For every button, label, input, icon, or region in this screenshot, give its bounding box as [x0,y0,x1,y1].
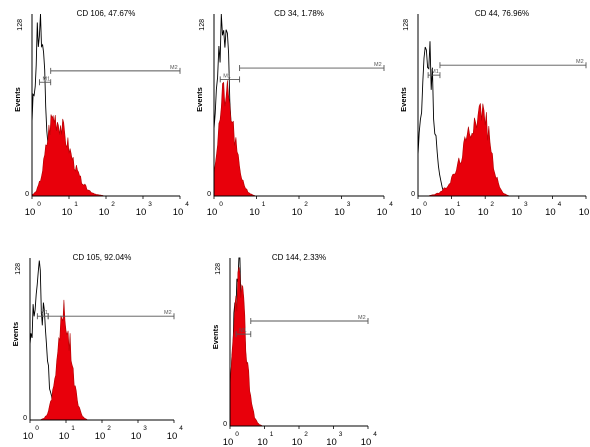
x-tick-base: 10 [444,207,455,218]
y-tick-label: 0 [25,191,29,198]
x-tick-exponent: 1 [270,431,274,438]
gate-label: M1 [43,76,51,82]
chart-title: CD 106, 47.67% [77,9,136,18]
x-tick-base: 10 [326,437,337,447]
y-tick-label: 0 [23,415,27,422]
stained-histogram [418,103,586,197]
x-tick-base: 10 [173,207,184,218]
x-tick-exponent: 4 [389,201,393,208]
x-tick-exponent: 3 [143,425,147,432]
x-tick-exponent: 1 [71,425,75,432]
x-tick-base: 10 [249,207,260,218]
y-axis-label: Events [211,325,220,350]
x-tick-exponent: 2 [304,201,308,208]
y-tick-label: 128 [199,19,206,31]
gate-label: M2 [358,315,366,321]
x-tick-exponent: 4 [373,431,377,438]
x-tick-base: 10 [136,207,147,218]
x-tick-base: 10 [512,207,523,218]
gate-label: M2 [576,59,584,65]
x-tick-base: 10 [99,207,110,218]
x-tick-base: 10 [23,431,34,442]
x-tick-exponent: 0 [219,201,223,208]
chart-title: CD 34, 1.78% [274,9,324,18]
gate-label: M2 [164,310,172,316]
y-axis-label: Events [195,87,204,112]
x-tick-base: 10 [62,207,73,218]
y-tick-label: 0 [207,191,211,198]
x-tick-base: 10 [579,207,590,218]
x-tick-exponent: 0 [35,425,39,432]
x-tick-base: 10 [545,207,556,218]
x-tick-exponent: 1 [457,201,461,208]
x-tick-exponent: 2 [304,431,308,438]
x-tick-exponent: 3 [347,201,351,208]
x-tick-exponent: 2 [107,425,111,432]
gate-label: M1 [431,69,439,75]
stained-histogram [229,267,368,427]
y-tick-label: 128 [215,263,222,275]
y-tick-label: 128 [15,263,22,275]
x-tick-exponent: 0 [235,431,239,438]
gate-label: M1 [40,310,48,316]
x-tick-base: 10 [207,207,218,218]
stained-histogram [213,80,384,197]
x-tick-exponent: 0 [37,201,41,208]
chart-title: CD 44, 76.96% [475,9,529,18]
x-tick-base: 10 [411,207,422,218]
chart-title: CD 144, 2.33% [272,253,326,262]
x-tick-exponent: 4 [558,201,562,208]
control-histogram [417,41,586,197]
x-tick-exponent: 3 [524,201,528,208]
x-tick-exponent: 3 [148,201,152,208]
x-tick-base: 10 [25,207,36,218]
y-axis-label: Events [11,322,20,347]
x-tick-exponent: 1 [262,201,266,208]
x-tick-base: 10 [167,431,178,442]
chart-title: CD 105, 92.04% [73,253,132,262]
gate-label: M2 [170,65,178,71]
x-tick-base: 10 [95,431,106,442]
y-axis-label: Events [399,87,408,112]
control-histogram [29,260,174,421]
gate-label: M1 [223,73,231,79]
y-axis-label: Events [13,87,22,112]
x-tick-base: 10 [257,437,268,447]
y-tick-label: 128 [17,19,24,31]
x-tick-base: 10 [131,431,142,442]
stained-histogram [31,114,180,197]
x-tick-base: 10 [361,437,372,447]
x-tick-base: 10 [334,207,345,218]
x-tick-exponent: 2 [490,201,494,208]
stained-histogram [30,299,174,421]
histogram-panel: 1280Events100101102103104105M1M2CD 44, 7… [399,9,590,218]
x-tick-exponent: 0 [423,201,427,208]
x-tick-exponent: 3 [339,431,343,438]
x-tick-base: 10 [377,207,388,218]
y-tick-label: 0 [223,421,227,428]
x-tick-base: 10 [59,431,70,442]
x-tick-base: 10 [292,207,303,218]
x-tick-base: 10 [223,437,234,447]
gate-label: M2 [374,62,382,68]
x-tick-base: 10 [292,437,303,447]
x-tick-exponent: 2 [111,201,115,208]
y-tick-label: 0 [411,191,415,198]
x-tick-base: 10 [478,207,489,218]
y-tick-label: 128 [403,19,410,31]
x-tick-exponent: 4 [179,425,183,432]
x-tick-exponent: 1 [74,201,78,208]
gate-label: M1 [239,328,247,334]
x-tick-exponent: 4 [185,201,189,208]
